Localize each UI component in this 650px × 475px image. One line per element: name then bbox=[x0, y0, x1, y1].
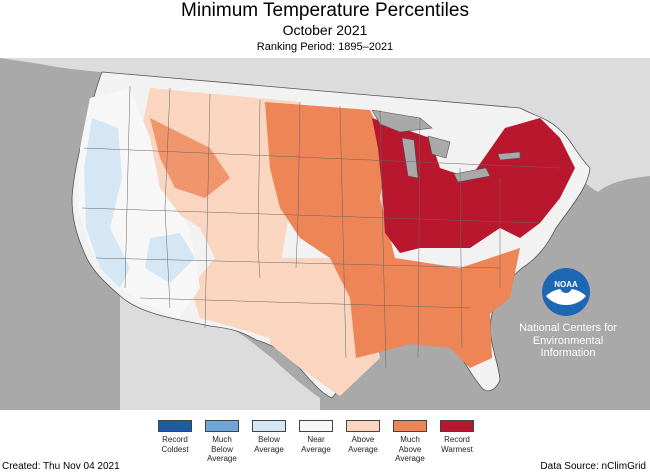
legend-item-record-warmest: Record Warmest bbox=[437, 420, 477, 454]
ncei-line-3: Information bbox=[540, 347, 596, 359]
legend-swatch bbox=[158, 420, 192, 432]
legend-label: Record Coldest bbox=[161, 435, 189, 454]
great-lakes bbox=[371, 109, 521, 183]
state-borders bbox=[81, 85, 561, 369]
legend-label: Below Average bbox=[254, 435, 284, 454]
map-title: Minimum Temperature Percentiles bbox=[181, 0, 469, 21]
ncei-line-2: Environmental bbox=[532, 334, 604, 347]
noaa-logo bbox=[542, 268, 590, 316]
data-source: Data Source: nClimGrid bbox=[540, 461, 646, 472]
legend-swatch bbox=[299, 420, 333, 432]
zone-below-average bbox=[84, 118, 130, 288]
mexico-landmass bbox=[120, 288, 320, 410]
legend: Record Coldest Much Below Average Below … bbox=[155, 420, 477, 470]
legend-item-below-average: Below Average bbox=[249, 420, 289, 454]
legend-item-above-average: Above Average bbox=[343, 420, 383, 454]
legend-item-much-below-average: Much Below Average bbox=[202, 420, 242, 464]
legend-label: Much Above Average bbox=[395, 435, 425, 463]
legend-swatch bbox=[252, 420, 286, 432]
legend-label: Above Average bbox=[348, 435, 378, 454]
legend-label: Much Below Average bbox=[207, 435, 237, 463]
ncei-label: National Centers for Environmental Infor… bbox=[510, 322, 626, 360]
ranking-period: Ranking Period: 1895–2021 bbox=[256, 41, 394, 53]
legend-swatch bbox=[346, 420, 380, 432]
legend-label: Record Warmest bbox=[441, 435, 473, 454]
map-canvas bbox=[0, 58, 650, 410]
legend-swatch bbox=[205, 420, 239, 432]
legend-swatch bbox=[393, 420, 427, 432]
legend-label: Near Average bbox=[301, 435, 331, 454]
zone-below-average-sw bbox=[145, 233, 195, 283]
map-subtitle: October 2021 bbox=[282, 22, 368, 38]
legend-item-much-above-average: Much Above Average bbox=[390, 420, 430, 464]
ncei-line-1: National Centers for bbox=[519, 322, 617, 334]
percentile-map bbox=[0, 58, 650, 410]
zone-much-above-average bbox=[265, 102, 520, 368]
legend-swatch bbox=[440, 420, 474, 432]
canada-landmass bbox=[0, 58, 650, 192]
legend-item-record-coldest: Record Coldest bbox=[155, 420, 195, 454]
noaa-logo-text: NOAA bbox=[554, 280, 578, 289]
created-date: Created: Thu Nov 04 2021 bbox=[2, 461, 120, 472]
legend-item-near-average: Near Average bbox=[296, 420, 336, 454]
zone-much-above-average-west bbox=[150, 118, 230, 198]
